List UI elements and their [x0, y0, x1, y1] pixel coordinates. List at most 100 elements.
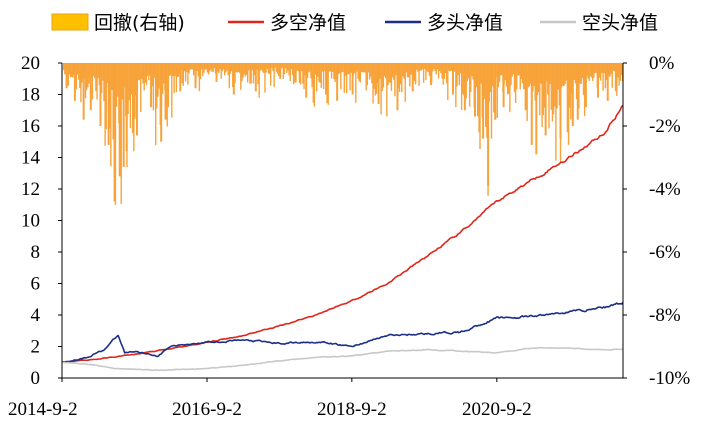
- drawdown-bar-390: [511, 63, 513, 77]
- drawdown-bar-132: [214, 63, 217, 74]
- drawdown-peak-40: [559, 63, 562, 139]
- drawdown-bar-431: [558, 63, 561, 106]
- drawdown-bar-173: [261, 63, 264, 72]
- drawdown-bar-191: [282, 63, 285, 79]
- drawdown-bar-449: [579, 63, 581, 84]
- drawdown-bar-468: [601, 63, 603, 73]
- drawdown-bar-326: [437, 63, 440, 79]
- drawdown-bar-143: [227, 63, 229, 76]
- drawdown-bar-323: [434, 63, 436, 72]
- drawdown-bar-428: [555, 63, 557, 161]
- drawdown-bar-129: [211, 63, 213, 72]
- drawdown-bar-295: [402, 63, 404, 77]
- drawdown-bar-254: [355, 63, 357, 103]
- drawdown-bar-106: [184, 63, 187, 82]
- drawdown-bar-391: [512, 63, 515, 75]
- drawdown-bar-122: [203, 63, 205, 73]
- drawdown-bar-107: [186, 63, 188, 73]
- drawdown-bar-299: [406, 63, 409, 78]
- drawdown-bar-406: [529, 63, 532, 84]
- drawdown-bar-334: [447, 63, 449, 101]
- drawdown-bar-337: [450, 63, 452, 71]
- drawdown-bar-403: [526, 63, 528, 121]
- drawdown-peak-18: [254, 63, 257, 92]
- drawdown-bar-259: [360, 63, 363, 72]
- drawdown-bar-37: [105, 63, 107, 130]
- y-right-tick-label-5: -10%: [649, 368, 690, 389]
- drawdown-bar-248: [348, 63, 350, 75]
- drawdown-peak-33: [487, 63, 490, 186]
- drawdown-bar-294: [401, 63, 403, 93]
- drawdown-bar-140: [224, 63, 226, 76]
- drawdown-bar-313: [422, 63, 425, 83]
- drawdown-bar-200: [293, 63, 295, 85]
- drawdown-bar-137: [220, 63, 222, 79]
- drawdown-peak-17: [232, 63, 235, 95]
- drawdown-bar-128: [210, 63, 212, 70]
- drawdown-bar-269: [372, 63, 374, 104]
- drawdown-bar-430: [557, 63, 559, 90]
- drawdown-bar-153: [238, 63, 241, 73]
- drawdown-peak-23: [351, 63, 354, 95]
- drawdown-bar-278: [382, 63, 385, 88]
- drawdown-bar-224: [320, 63, 322, 88]
- drawdown-bar-328: [440, 63, 442, 74]
- drawdown-bar-175: [264, 63, 266, 93]
- drawdown-bar-422: [548, 63, 550, 129]
- drawdown-bar-427: [554, 63, 556, 107]
- drawdown-bar-166: [253, 63, 256, 76]
- drawdown-bar-205: [298, 63, 301, 83]
- drawdown-bar-386: [506, 63, 509, 95]
- drawdown-bar-452: [582, 63, 585, 95]
- drawdown-bar-5: [68, 63, 71, 75]
- drawdown-bar-110: [189, 63, 191, 70]
- drawdown-bar-20: [86, 63, 88, 90]
- drawdown-bar-482: [617, 63, 619, 78]
- drawdown-bar-35: [103, 63, 105, 101]
- drawdown-bar-270: [373, 63, 375, 89]
- drawdown-peak-24: [377, 63, 380, 104]
- drawdown-bar-267: [370, 63, 372, 77]
- drawdown-bar-80: [155, 63, 157, 146]
- drawdown-bar-258: [359, 63, 362, 83]
- drawdown-peak-14: [179, 63, 182, 92]
- drawdown-peak-26: [411, 63, 414, 92]
- drawdown-bar-226: [322, 63, 325, 90]
- drawdown-bar-356: [472, 63, 474, 80]
- drawdown-bar-377: [496, 63, 498, 118]
- drawdown-bar-86: [161, 63, 164, 94]
- drawdown-bar-71: [144, 63, 147, 83]
- drawdown-bar-276: [380, 63, 382, 115]
- drawdown-bar-316: [426, 63, 428, 72]
- drawdown-bar-99: [176, 63, 179, 78]
- drawdown-peak-28: [452, 63, 454, 95]
- drawdown-bar-72: [145, 63, 148, 85]
- drawdown-bar-208: [302, 63, 304, 84]
- drawdown-peak-44: [584, 63, 587, 108]
- drawdown-bar-219: [314, 63, 317, 75]
- drawdown-bar-66: [138, 63, 141, 80]
- drawdown-bar-385: [505, 63, 508, 87]
- drawdown-bar-61: [133, 63, 135, 152]
- drawdown-bar-264: [366, 63, 368, 86]
- drawdown-bar-168: [256, 63, 258, 70]
- drawdown-bar-322: [433, 63, 435, 69]
- drawdown-bar-281: [386, 63, 388, 117]
- drawdown-bar-325: [436, 63, 439, 70]
- drawdown-bar-466: [598, 63, 601, 78]
- drawdown-bar-145: [229, 63, 232, 74]
- drawdown-bar-57: [128, 63, 130, 101]
- series-line-0: [61, 104, 624, 363]
- drawdown-bar-30: [97, 63, 99, 78]
- drawdown-peak-22: [336, 63, 339, 101]
- drawdown-bar-232: [329, 63, 332, 72]
- drawdown-peak-11: [150, 63, 153, 108]
- drawdown-bar-315: [425, 63, 427, 81]
- drawdown-bar-387: [508, 63, 510, 94]
- drawdown-bar-260: [362, 63, 364, 73]
- drawdown-bar-59: [130, 63, 133, 95]
- drawdown-bar-159: [245, 63, 248, 75]
- drawdown-bar-341: [455, 63, 457, 108]
- drawdown-bar-202: [295, 63, 297, 83]
